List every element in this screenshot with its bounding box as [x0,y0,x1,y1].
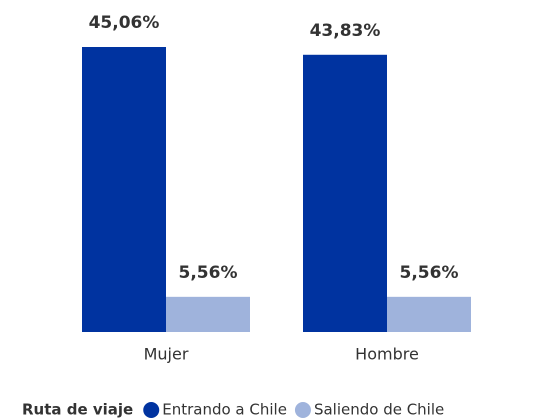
bar [303,54,387,332]
legend-title: Ruta de viaje [22,401,133,419]
bar [387,296,471,332]
legend-label: Saliendo de Chile [314,401,444,419]
value-label: 5,56% [400,263,459,283]
legend-label: Entrando a Chile [162,401,287,419]
bar [82,47,166,332]
value-label: 43,83% [310,21,381,41]
value-label: 45,06% [89,13,160,33]
x-tick-label: Hombre [355,345,419,364]
value-label: 5,56% [179,263,238,283]
legend-marker [143,402,160,418]
legend-marker [294,402,311,418]
x-tick-label: Mujer [144,345,189,364]
bar [166,296,250,332]
